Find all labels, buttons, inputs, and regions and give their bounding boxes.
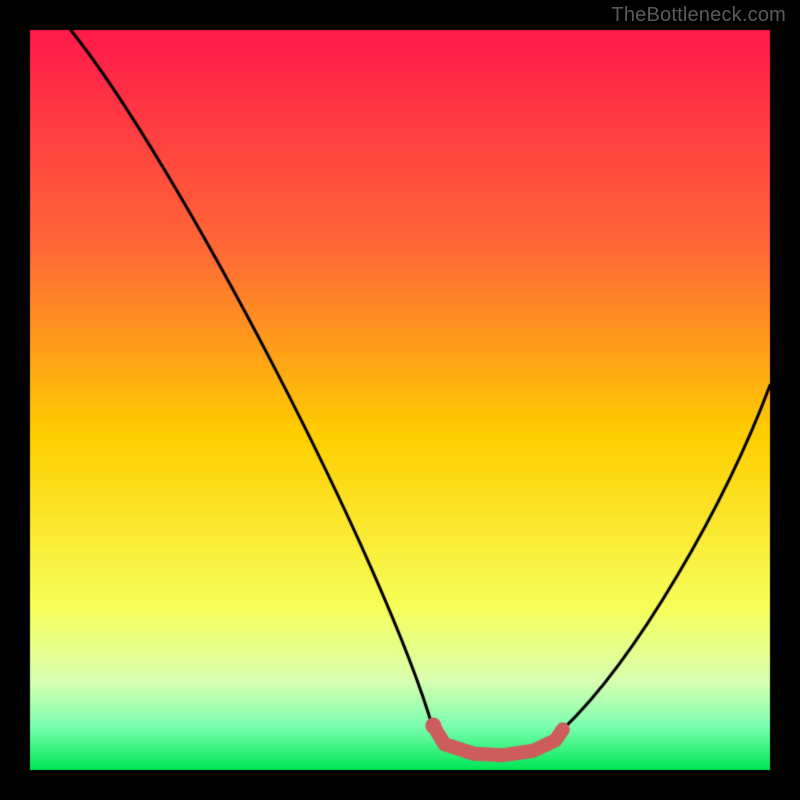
watermark-text: TheBottleneck.com: [611, 4, 786, 27]
bottleneck-chart: [0, 0, 800, 800]
chart-container: { "watermark": { "text": "TheBottleneck.…: [0, 0, 800, 800]
